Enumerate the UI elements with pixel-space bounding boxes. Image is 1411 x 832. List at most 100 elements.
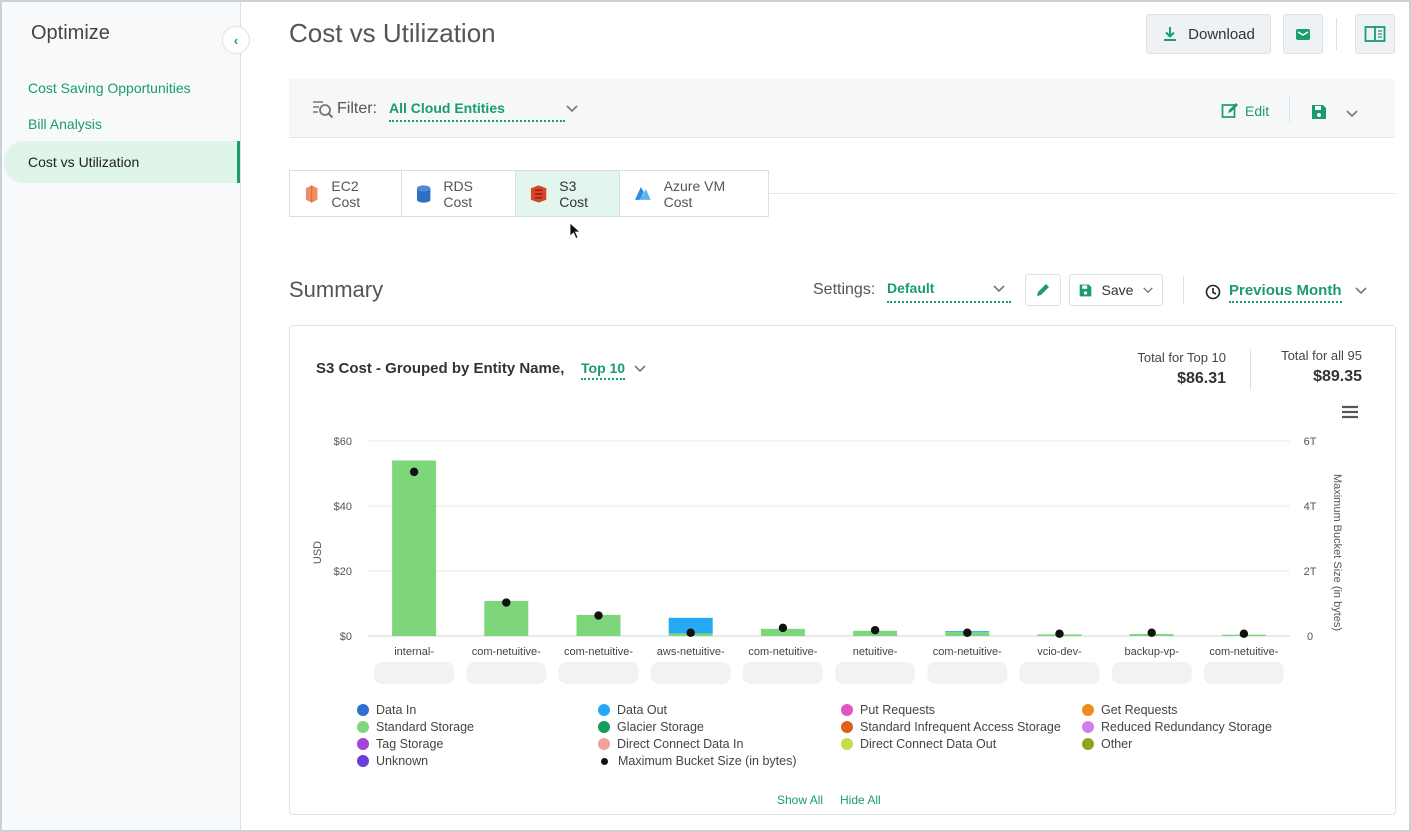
bucket-size-point: [778, 623, 788, 633]
legend-item[interactable]: Data Out: [598, 703, 667, 717]
x-tick-label: com-netuitive-: [933, 646, 1002, 658]
legend-swatch: [357, 755, 369, 767]
legend-item[interactable]: Maximum Bucket Size (in bytes): [598, 754, 797, 768]
legend-item[interactable]: Glacier Storage: [598, 720, 704, 734]
period-value: Previous Month: [1229, 282, 1342, 299]
pencil-icon: [1037, 284, 1049, 296]
tab-label: Azure VM Cost: [663, 177, 726, 210]
chart-menu-icon[interactable]: [1341, 405, 1359, 419]
legend-label: Put Requests: [860, 703, 936, 717]
period-dropdown[interactable]: Previous Month: [1229, 282, 1342, 303]
legend-swatch: [598, 721, 610, 733]
clock-icon: [1205, 284, 1221, 300]
sidebar-title: Optimize: [31, 22, 110, 44]
x-tick-label: netuitive-: [853, 646, 898, 658]
tab-rds-cost[interactable]: RDS Cost: [401, 170, 516, 217]
legend-swatch: [841, 738, 853, 750]
legend-item[interactable]: Reduced Redundancy Storage: [1082, 720, 1272, 734]
save-settings-button[interactable]: Save: [1069, 274, 1163, 306]
tab-label: RDS Cost: [443, 177, 473, 210]
hide-all-link[interactable]: Hide All: [840, 793, 881, 807]
mail-icon: [1296, 29, 1310, 40]
topn-value: Top 10: [581, 360, 626, 376]
tab-s3-cost[interactable]: S3 Cost: [515, 170, 620, 217]
legend-item[interactable]: Direct Connect Data In: [598, 737, 743, 751]
sidebar-item-cost-saving[interactable]: Cost Saving Opportunities: [28, 80, 191, 96]
tab-label: EC2 Cost: [331, 177, 361, 210]
show-all-link[interactable]: Show All: [777, 793, 824, 807]
legend-item[interactable]: Unknown: [357, 754, 428, 768]
tab-ec2-cost[interactable]: EC2 Cost: [289, 170, 402, 217]
legend-item[interactable]: Put Requests: [841, 703, 935, 717]
settings-dropdown[interactable]: Default: [887, 280, 1011, 303]
chevron-down-icon[interactable]: [1345, 109, 1359, 119]
save-icon[interactable]: [1310, 103, 1328, 121]
bar: [484, 600, 529, 636]
download-button[interactable]: Download: [1146, 14, 1271, 54]
sidebar-item-cost-vs-utilization[interactable]: Cost vs Utilization: [4, 141, 240, 183]
edit-settings-button[interactable]: [1025, 274, 1061, 306]
edit-icon: [1221, 103, 1238, 118]
legend-item[interactable]: Tag Storage: [357, 737, 443, 751]
legend-label: Other: [1101, 737, 1133, 751]
legend-label: Direct Connect Data In: [617, 737, 744, 751]
x-tick-label: com-netuitive-: [472, 646, 541, 658]
cost-tabs: EC2 Cost RDS Cost S3 Cost Azure VM Cost: [289, 170, 769, 217]
blurred-label: [742, 662, 823, 684]
y-tick-label: $60: [334, 436, 352, 448]
legend-item[interactable]: Get Requests: [1082, 703, 1177, 717]
blurred-label: [835, 662, 916, 684]
chevron-down-icon: [1143, 286, 1154, 293]
x-tick-label: com-netuitive-: [564, 646, 633, 658]
x-tick-label: backup-vp-: [1124, 646, 1179, 658]
legend-item[interactable]: Data In: [357, 703, 416, 717]
bucket-size-point: [1239, 629, 1249, 638]
legend-swatch: [1082, 721, 1094, 733]
bar: [576, 614, 621, 636]
bucket-size-point: [502, 598, 511, 607]
chevron-down-icon[interactable]: [565, 104, 579, 114]
filter-dropdown[interactable]: All Cloud Entities: [389, 100, 565, 122]
total-all-value: $89.35: [1313, 368, 1362, 385]
legend-item[interactable]: Direct Connect Data Out: [841, 737, 996, 751]
bucket-size-point: [686, 628, 695, 637]
chevron-left-icon: ‹: [233, 32, 239, 48]
blurred-label: [374, 662, 455, 684]
legend-swatch: [841, 704, 853, 716]
filter-search-icon: [313, 101, 334, 119]
bucket-size-point: [1055, 629, 1064, 638]
legend-label: Data In: [376, 703, 417, 717]
legend-item[interactable]: Standard Storage: [357, 720, 474, 734]
legend-item[interactable]: Other: [1082, 737, 1132, 751]
summary-divider: [1183, 276, 1184, 304]
collapse-sidebar-button[interactable]: ‹: [222, 26, 250, 54]
legend-label: Standard Storage: [376, 720, 474, 734]
chart-card: S3 Cost - Grouped by Entity Name, Top 10…: [289, 325, 1396, 815]
edit-label: Edit: [1245, 103, 1270, 119]
chevron-down-icon[interactable]: [633, 364, 647, 374]
totals-divider: [1250, 350, 1251, 390]
legend-label: Get Requests: [1101, 703, 1178, 717]
y-tick-label: $0: [340, 631, 352, 643]
filter-divider: [1289, 95, 1290, 123]
x-tick-label: aws-netuitive-: [657, 646, 725, 658]
y-tick-label: $40: [334, 501, 352, 513]
blurred-label: [558, 662, 639, 684]
y2-axis-label: Maximum Bucket Size (in bytes): [1331, 474, 1343, 631]
bucket-size-point: [594, 611, 603, 620]
tab-label: S3 Cost: [559, 177, 589, 210]
edit-filter-button[interactable]: Edit: [1221, 102, 1269, 120]
total-all-label: Total for all 95: [1281, 348, 1362, 363]
tab-azure-vm-cost[interactable]: Azure VM Cost: [619, 170, 769, 217]
topn-dropdown[interactable]: Top 10: [581, 360, 626, 380]
filter-label: Filter:: [337, 100, 377, 117]
sidebar-item-bill-analysis[interactable]: Bill Analysis: [28, 116, 102, 132]
legend-item[interactable]: Standard Infrequent Access Storage: [841, 720, 1061, 734]
sidebar: Optimize Cost Saving Opportunities Bill …: [2, 2, 241, 830]
chevron-down-icon[interactable]: [992, 284, 1006, 294]
email-report-button[interactable]: [1283, 14, 1323, 54]
chart-title: S3 Cost - Grouped by Entity Name,: [316, 360, 565, 377]
chevron-down-icon[interactable]: [1354, 286, 1368, 296]
y-axis-label: USD: [312, 541, 324, 564]
panel-toggle-button[interactable]: [1355, 14, 1395, 54]
